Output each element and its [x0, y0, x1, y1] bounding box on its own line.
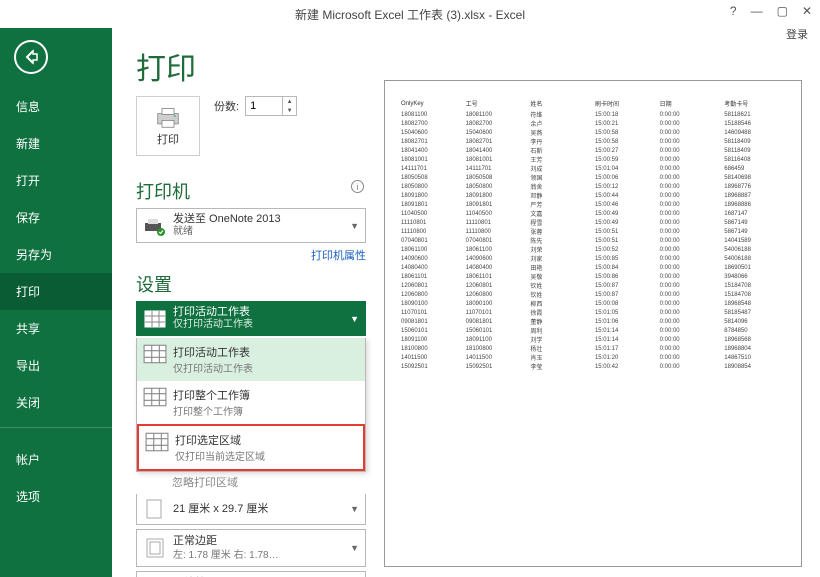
copies-spinner[interactable]: ▲▼ [245, 96, 297, 116]
table-row: 1809180118091801严芳15:00:460:00:001896888… [399, 200, 787, 209]
page-size-dropdown[interactable]: 21 厘米 x 29.7 厘米 ▼ [136, 494, 366, 525]
printer-status: 就绪 [173, 226, 346, 238]
content-area: 打印 打印 份数: ▲▼ 打印机 i [112, 28, 820, 577]
table-row: 1808100118081001王芳15:00:590:00:005811640… [399, 155, 787, 164]
margins-dropdown[interactable]: 正常边距 左: 1.78 厘米 右: 1.78… ▼ [136, 529, 366, 566]
maximize-icon[interactable]: ▢ [777, 4, 788, 18]
table-row: 1509250115092501李莹15:00:420:00:001890885… [399, 362, 787, 371]
printer-section-title: 打印机 i [136, 178, 366, 204]
chevron-down-icon: ▼ [350, 221, 359, 231]
sidebar-item-4[interactable]: 另存为 [0, 236, 112, 273]
back-button[interactable] [14, 40, 48, 74]
print-what-title: 打印活动工作表 [173, 306, 346, 319]
page-title: 打印 [136, 44, 366, 88]
printer-status-icon [143, 214, 167, 238]
spin-down-icon[interactable]: ▼ [283, 106, 296, 115]
print-what-options: 打印活动工作表仅打印活动工作表打印整个工作簿打印整个工作簿打印选定区域仅打印当前… [136, 338, 366, 472]
sidebar-item-1[interactable]: 新建 [0, 125, 112, 162]
print-button-label: 打印 [157, 131, 179, 147]
table-row: 1804140018041400石斯15:00:270:00:005811840… [399, 146, 787, 155]
login-link[interactable]: 登录 [786, 26, 808, 42]
table-row: 1810080018100800杨壮15:01:170:00:001896880… [399, 344, 787, 353]
table-row: 1806110018061100刘荣15:00:520:00:005400618… [399, 245, 787, 254]
table-row: 1111080111110801程雪15:00:490:00:005867149 [399, 218, 787, 227]
print-option-1[interactable]: 打印整个工作簿打印整个工作簿 [137, 381, 365, 424]
table-row: 1808270018082700余卢15:00:210:00:001518854… [399, 119, 787, 128]
copies-label: 份数: [214, 98, 239, 114]
info-icon[interactable]: i [351, 180, 364, 193]
grid-icon [143, 307, 167, 331]
table-row: 1111080011110800张蓉15:00:510:00:005867149 [399, 227, 787, 236]
grid-icon [145, 432, 169, 452]
sidebar-item-7[interactable]: 导出 [0, 347, 112, 384]
chevron-down-icon: ▼ [350, 314, 359, 324]
page-icon [143, 498, 167, 520]
table-row: 1809180018091800邓静15:00:440:00:001896888… [399, 191, 787, 200]
backstage-sidebar: 信息新建打开保存另存为打印共享导出关闭 帐户选项 [0, 28, 112, 577]
table-row: 1806110118061101吴敬15:00:860:00:003948066 [399, 272, 787, 281]
table-row: 1506010115060101周利15:01:140:00:008784850 [399, 326, 787, 335]
print-what-dropdown[interactable]: 打印活动工作表 仅打印活动工作表 ▼ [136, 301, 366, 336]
sidebar-item-5[interactable]: 打印 [0, 273, 112, 310]
sidebar-divider [0, 427, 112, 441]
chevron-down-icon: ▼ [350, 504, 359, 514]
settings-section-title: 设置 [136, 271, 366, 297]
table-row: 1411170114111701刘成15:01:040:00:00686459 [399, 164, 787, 173]
print-what-sub: 仅打印活动工作表 [173, 319, 346, 331]
sidebar-item-3[interactable]: 保存 [0, 199, 112, 236]
table-row: 1206080012060800钦姓15:00:870:00:001518470… [399, 290, 787, 299]
printer-icon [154, 105, 182, 129]
print-settings-column: 打印 打印 份数: ▲▼ 打印机 i [136, 44, 366, 567]
grid-icon [143, 387, 167, 407]
sidebar-item-2[interactable]: 打开 [0, 162, 112, 199]
ignore-print-area[interactable]: 忽略打印区域 [136, 474, 366, 490]
copies-input[interactable] [246, 97, 282, 115]
sidebar-bottom-0[interactable]: 帐户 [0, 441, 112, 478]
sidebar-item-8[interactable]: 关闭 [0, 384, 112, 421]
table-row: 1104050011040500文嘉15:00:490:00:001687147 [399, 209, 787, 218]
margins-icon [143, 537, 167, 559]
table-row: 1808270118082701李丹15:00:580:00:005811840… [399, 137, 787, 146]
window-title: 新建 Microsoft Excel 工作表 (3).xlsx - Excel [295, 6, 525, 23]
table-row: 1808110018081100符维15:00:180:00:005811862… [399, 110, 787, 119]
grid-icon [143, 344, 167, 364]
table-row: 1809110018091100刘学15:01:140:00:001896856… [399, 335, 787, 344]
printer-properties-link[interactable]: 打印机属性 [136, 247, 366, 263]
title-bar: 新建 Microsoft Excel 工作表 (3).xlsx - Excel … [0, 0, 820, 28]
table-row: 1409060014090600刘家15:00:850:00:005400618… [399, 254, 787, 263]
sidebar-bottom-1[interactable]: 选项 [0, 478, 112, 515]
printer-name: 发送至 OneNote 2013 [173, 213, 346, 226]
table-row: 1107010111070101徐霞15:01:050:00:005818548… [399, 308, 787, 317]
table-row: 0908180109081801董静15:01:060:00:005814096 [399, 317, 787, 326]
table-row: 1408040014080400田艳15:00:840:00:001869050… [399, 263, 787, 272]
table-row: 1805050818050508领国15:00:060:00:005814069… [399, 173, 787, 182]
print-option-0[interactable]: 打印活动工作表仅打印活动工作表 [137, 338, 365, 381]
chevron-down-icon: ▼ [350, 543, 359, 553]
sidebar-item-6[interactable]: 共享 [0, 310, 112, 347]
scaling-dropdown[interactable]: 100 无缩放 打印实际大小的工作表 ▼ [136, 571, 366, 577]
print-button[interactable]: 打印 [136, 96, 200, 156]
spin-up-icon[interactable]: ▲ [283, 97, 296, 106]
print-option-2[interactable]: 打印选定区域仅打印当前选定区域 [137, 424, 365, 471]
table-row: 1206080112060801钦姓15:00:870:00:001518470… [399, 281, 787, 290]
table-row: 1805080018050800翁舍15:00:120:00:001896877… [399, 182, 787, 191]
minimize-icon[interactable]: — [751, 4, 763, 18]
window-controls: ? — ▢ ✕ [730, 4, 812, 18]
print-preview: OnlyKey工号姓名刷卡时间日期考勤卡号1808110018081100符维1… [384, 80, 802, 567]
table-row: 1809010018090100柳西15:00:080:00:001896854… [399, 299, 787, 308]
help-icon[interactable]: ? [730, 4, 737, 18]
table-row: 1401150014011500肖玉15:01:200:00:001486751… [399, 353, 787, 362]
table-row: 0704080107040801陈先15:00:510:00:001404158… [399, 236, 787, 245]
close-icon[interactable]: ✕ [802, 4, 812, 18]
printer-dropdown[interactable]: 发送至 OneNote 2013 就绪 ▼ [136, 208, 366, 243]
preview-table: OnlyKey工号姓名刷卡时间日期考勤卡号1808110018081100符维1… [399, 99, 787, 371]
copies-control: 份数: ▲▼ [214, 96, 297, 116]
sidebar-item-0[interactable]: 信息 [0, 88, 112, 125]
table-row: 1504060015040600吴燕15:00:580:00:001460948… [399, 128, 787, 137]
